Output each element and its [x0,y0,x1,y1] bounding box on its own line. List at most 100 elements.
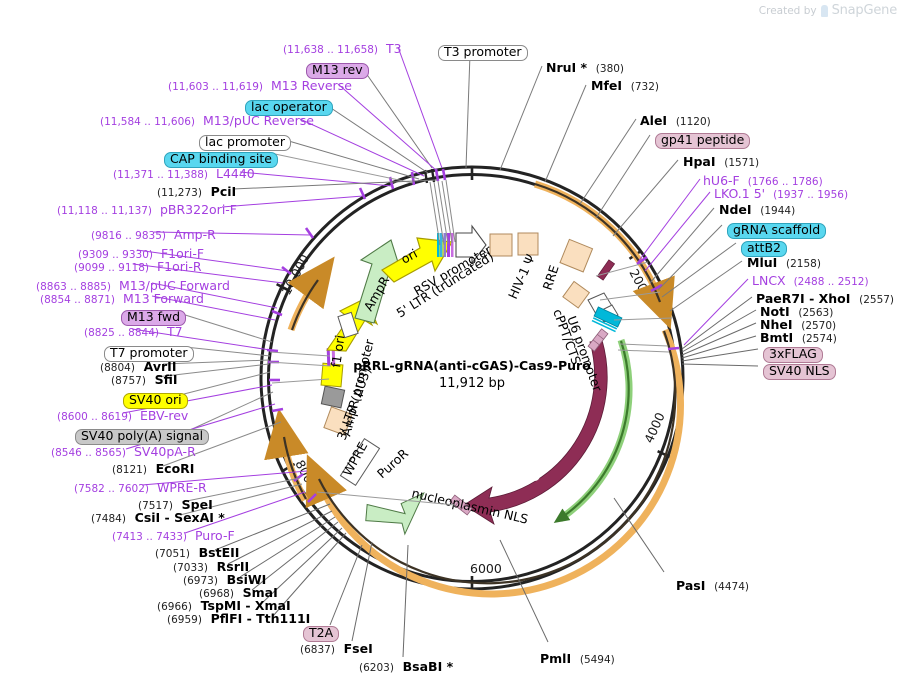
enzyme-label-rsrii[interactable]: (7033) RsrII [173,560,249,574]
enzyme-label-ecori[interactable]: (8121) EcoRI [112,462,194,476]
enzyme-name: NotI [760,304,790,319]
feature-label-lac-operator[interactable]: lac operator [245,98,333,116]
plasmid-size: 11,912 bp [438,376,506,391]
enzyme-label-ndei[interactable]: NdeI (1944) [719,203,795,217]
enzyme-label-hpai[interactable]: HpaI (1571) [683,155,760,169]
primer-label-t7[interactable]: (8825 .. 8844) T7 [84,324,183,339]
primer-label-pbr322ori-f[interactable]: (11,118 .. 11,137) pBR322ori-F [57,202,237,217]
primer-label-ebv-rev[interactable]: (8600 .. 8619) EBV-rev [57,408,189,423]
enzyme-label-nrui[interactable]: NruI * (380) [546,61,625,75]
enzyme-position: (2563) [798,307,834,319]
primer-label-m13-puc-reverse[interactable]: (11,584 .. 11,606) M13/pUC Reverse [100,114,314,128]
enzyme-label-pasi[interactable]: PasI (4474) [676,578,749,593]
feature-label-3xflag[interactable]: 3xFLAG [763,345,823,363]
primer-name: pBR322ori-F [159,202,237,217]
feature-label-t2a[interactable]: T2A [303,624,340,642]
enzyme-name: NheI [760,317,793,332]
enzyme-label-spei[interactable]: (7517) SpeI [138,498,213,512]
primer-name: T7 [166,324,183,339]
enzyme-name: PasI [676,578,706,593]
feature-label-text: M13 rev [306,63,369,79]
enzyme-label-avrii[interactable]: (8804) AvrII [100,360,176,374]
feature-label-attb2[interactable]: attB2 [741,239,787,257]
enzyme-label-tspmi-xmai[interactable]: (6966) TspMI - XmaI [157,599,291,613]
feature-label-sv40-ori[interactable]: SV40 ori [123,391,188,409]
feature-label-cap-binding-site[interactable]: CAP binding site [164,150,278,168]
enzyme-label-mfei[interactable]: MfeI (732) [591,78,659,93]
enzyme-position: (732) [630,81,659,93]
enzyme-position: (6966) [157,601,192,613]
primer-range: (11,371 .. 11,388) [113,169,209,181]
enzyme-position: (6203) [359,662,394,674]
primer-label-wpre-r[interactable]: (7582 .. 7602) WPRE-R [74,481,207,495]
enzyme-name: MluI [747,255,778,270]
enzyme-label-bsiwi[interactable]: (6973) BsiWI [183,573,266,587]
feature-label-grna-scaffold[interactable]: gRNA scaffold [727,221,827,239]
feature-label-t7-promoter[interactable]: T7 promoter [104,344,194,362]
primer-range: (8825 .. 8844) [84,327,159,339]
primer-label-m13-forward[interactable]: (8854 .. 8871) M13 Forward [40,292,204,306]
feature-label-sv40-nls[interactable]: SV40 NLS [763,362,836,380]
enzyme-position: (2158) [786,258,821,270]
feature-label-text: SV40 ori [123,393,188,409]
primer-label-lko-1-5[interactable]: LKO.1 5' (1937 .. 1956) [714,187,848,201]
primer-range: (1766 .. 1786) [747,176,823,188]
enzyme-position: (1571) [724,157,760,169]
primer-label-puro-f[interactable]: (7413 .. 7433) Puro-F [112,529,235,543]
feature-label-sv40-poly-a-signal[interactable]: SV40 poly(A) signal [75,427,210,445]
primer-name: hU6-F [703,173,740,188]
enzyme-position: (2574) [801,333,837,345]
inner-label-f1-ori: f1 ori [328,334,347,368]
enzyme-position: (380) [595,63,625,75]
primer-label-l4440[interactable]: (11,371 .. 11,388) L4440 [113,167,255,181]
orf-arc-green [553,338,633,523]
enzyme-position: (1120) [675,116,711,128]
enzyme-label-bmti[interactable]: BmtI (2574) [760,330,837,345]
primer-label-hu6-f[interactable]: hU6-F (1766 .. 1786) [703,173,823,188]
feature-label-t3-promoter[interactable]: T3 promoter [438,43,528,61]
inner-label-ori: ori [398,246,419,267]
enzyme-label-bsabi[interactable]: (6203) BsaBI * [359,660,453,674]
enzyme-name: MfeI [591,78,623,93]
feature-label-gp41-peptide[interactable]: gp41 peptide [655,131,751,149]
enzyme-label-fsei[interactable]: (6837) FseI [300,642,373,656]
enzyme-name: BmtI [760,330,794,345]
feature-label-text: 3xFLAG [763,347,823,363]
primer-label-t3[interactable]: (11,638 .. 11,658) T3 [283,42,402,56]
enzyme-label-pmli[interactable]: PmlI (5494) [540,651,615,666]
primer-name: SV40pA-R [133,444,196,459]
enzyme-name: PflFI - Tth111I [210,611,311,626]
enzyme-label-sfii[interactable]: (8757) SfiI [111,373,178,387]
enzyme-label-csii-sexai[interactable]: (7484) CsiI - SexAI * [91,511,225,525]
enzyme-name: PmlI [540,651,572,666]
enzyme-position: (8804) [100,362,135,374]
enzyme-position: (7051) [155,548,190,560]
enzyme-position: (6973) [183,575,218,587]
feature-label-text: CAP binding site [164,152,278,168]
enzyme-label-noti[interactable]: NotI (2563) [760,304,834,319]
enzyme-label-smai[interactable]: (6968) SmaI [199,586,278,600]
primer-label-f1ori-f[interactable]: (9309 .. 9330) F1ori-F [78,247,204,261]
primer-label-m13-reverse[interactable]: (11,603 .. 11,619) M13 Reverse [168,79,352,93]
feature-label-text: T7 promoter [104,346,194,362]
enzyme-label-bsteii[interactable]: (7051) BstEII [155,546,239,560]
enzyme-label-paer7i-xhoi[interactable]: PaeR7I - XhoI (2557) [756,292,894,306]
feature-label-lac-promoter[interactable]: lac promoter [199,133,291,151]
enzyme-label-pcii[interactable]: (11,273) PciI [157,185,236,199]
primer-label-lncx[interactable]: LNCX (2488 .. 2512) [752,273,869,288]
feature-label-m13-rev[interactable]: M13 rev [306,61,369,79]
enzyme-label-pflfi-tth111i[interactable]: (6959) PflFI - Tth111I [167,611,311,626]
enzyme-position: (5494) [579,654,615,666]
enzyme-label-nhei[interactable]: NheI (2570) [760,317,836,332]
primer-label-m13-puc-forward[interactable]: (8863 .. 8885) M13/pUC Forward [36,279,230,293]
enzyme-label-alei[interactable]: AleI (1120) [640,113,711,128]
primer-name: EBV-rev [139,408,189,423]
feature-label-m13-fwd[interactable]: M13 fwd [121,308,187,326]
primer-label-f1ori-r[interactable]: (9099 .. 9118) F1ori-R [74,260,202,274]
primer-label-amp-r[interactable]: (9816 .. 9835) Amp-R [91,228,216,242]
enzyme-label-mlui[interactable]: MluI (2158) [747,255,821,270]
primer-label-sv40pa-r[interactable]: (8546 .. 8565) SV40pA-R [51,444,196,459]
primer-range: (2488 .. 2512) [793,276,869,288]
enzyme-name: AleI [640,113,668,128]
primer-name: LNCX [752,273,786,288]
